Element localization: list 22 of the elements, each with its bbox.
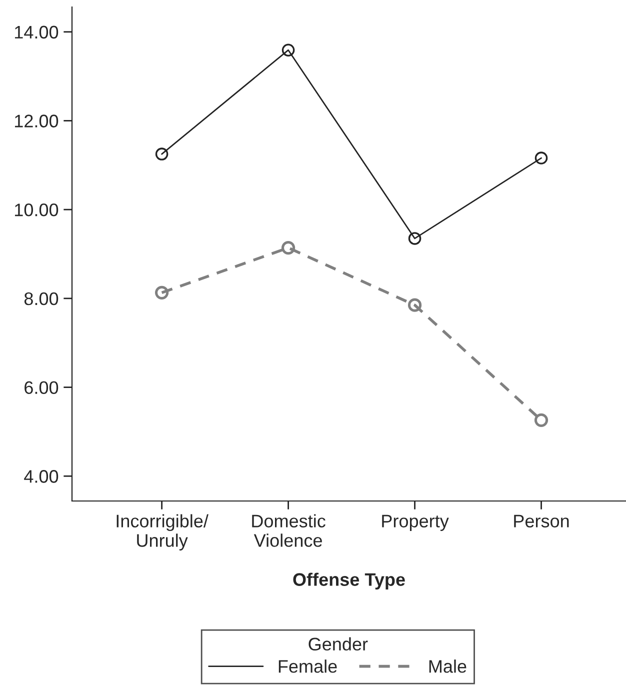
- point: [155, 148, 168, 160]
- point: [534, 413, 548, 427]
- x-tick-label: Domestic Violence: [252, 514, 326, 547]
- y-tick-label: 4.00: [24, 470, 58, 483]
- point: [282, 44, 295, 56]
- point: [281, 240, 296, 255]
- y-tick-label: 12.00: [15, 114, 58, 128]
- x-tick-label: Person: [514, 514, 569, 528]
- x-axis-title: Offense Type: [293, 572, 405, 590]
- y-tick-label: 10.00: [15, 204, 58, 216]
- point: [155, 286, 169, 300]
- y-tick-label: 8.00: [24, 292, 58, 306]
- point: [534, 152, 548, 164]
- legend-label: Male: [429, 660, 466, 673]
- legend-label: Female: [278, 660, 337, 673]
- point: [408, 298, 422, 312]
- x-tick-label: Property: [382, 514, 449, 532]
- x-tick-label: Incorrigible/ Unruly: [116, 514, 208, 550]
- point: [408, 232, 422, 245]
- legend-title: Gender: [308, 637, 368, 651]
- y-tick-label: 14.00: [15, 26, 58, 39]
- y-tick-label: 6.00: [24, 381, 58, 394]
